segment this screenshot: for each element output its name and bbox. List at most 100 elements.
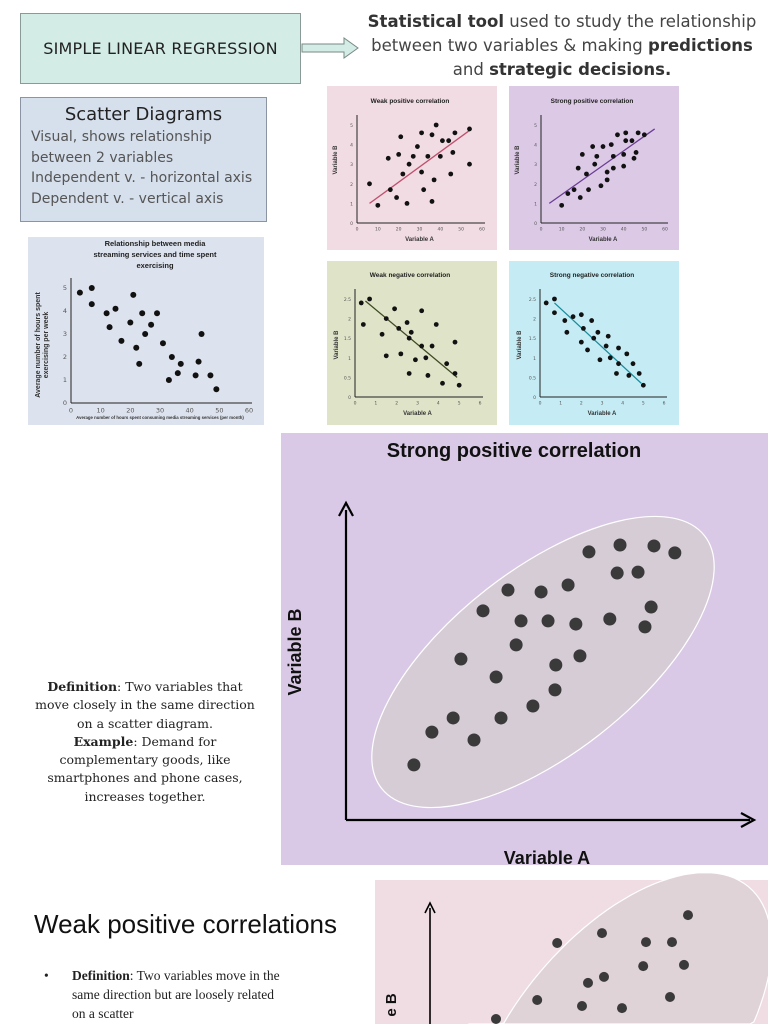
- data-point: [396, 152, 402, 157]
- data-point: [562, 318, 568, 323]
- weak-positive-definition: • Definition: Two variables move in the …: [44, 966, 284, 1023]
- scatter-line: between 2 variables: [31, 149, 174, 166]
- data-point: [532, 995, 543, 1005]
- data-point: [552, 310, 557, 316]
- scatter-line: Independent v. - horizontal axis: [31, 170, 253, 186]
- data-point: [440, 138, 445, 144]
- data-point: [415, 144, 420, 149]
- data-point: [616, 345, 621, 351]
- data-point: [543, 300, 549, 306]
- title-box: SIMPLE LINEAR REGRESSION: [20, 13, 301, 84]
- data-point: [668, 546, 682, 560]
- y-tick-label: 4: [534, 143, 537, 149]
- y-axis-label: Variable B: [333, 145, 339, 175]
- data-point: [159, 340, 166, 347]
- y-tick-label: 1.5: [529, 336, 536, 342]
- data-point: [406, 161, 412, 167]
- strong-positive-definition: Definition: Two variables that move clos…: [30, 678, 260, 806]
- definition-text: : Two variables that move closely in the…: [35, 679, 255, 731]
- data-point: [207, 372, 214, 379]
- data-point: [168, 354, 175, 360]
- data-point: [106, 324, 113, 331]
- data-point: [630, 361, 636, 367]
- data-point: [590, 144, 596, 149]
- data-point: [570, 314, 576, 320]
- data-point: [584, 171, 589, 177]
- data-point: [408, 329, 414, 335]
- data-point: [600, 144, 606, 149]
- data-point: [174, 370, 181, 377]
- data-point: [565, 191, 571, 197]
- data-point: [514, 614, 528, 628]
- x-tick-label: 60: [479, 227, 485, 233]
- data-point: [425, 725, 439, 739]
- y-axis-label: Average number of hours spent: [35, 292, 42, 398]
- scatter-diagrams-heading: Scatter Diagrams: [64, 104, 223, 125]
- data-point: [444, 361, 450, 367]
- data-point: [610, 566, 624, 580]
- data-point: [456, 382, 462, 388]
- x-tick-label: 20: [579, 227, 585, 233]
- bullet-icon: •: [44, 968, 49, 983]
- data-point: [407, 758, 421, 772]
- data-point: [88, 285, 95, 291]
- data-point: [392, 306, 397, 312]
- data-point: [467, 161, 472, 167]
- arrow-right-icon: [301, 37, 359, 59]
- data-point: [603, 343, 609, 349]
- example-text: : Demand for complementary goods, like s…: [47, 733, 243, 804]
- x-tick-label: 20: [396, 227, 402, 233]
- data-point: [573, 649, 587, 663]
- data-point: [578, 339, 584, 345]
- data-point: [647, 539, 661, 553]
- data-point: [597, 928, 607, 939]
- data-point: [629, 138, 635, 144]
- y-tick-label: 1: [63, 376, 67, 384]
- y-axis-arrow-icon: [338, 500, 354, 517]
- x-tick-label: 5: [458, 401, 461, 407]
- data-point: [623, 138, 629, 144]
- x-axis-label: Average number of hours spent consuming …: [76, 415, 244, 420]
- data-point: [509, 638, 523, 652]
- data-point: [489, 670, 503, 684]
- data-point: [575, 165, 581, 171]
- data-point: [127, 319, 134, 326]
- y-axis-arrow-icon: [424, 901, 436, 914]
- x-axis-label: Variable A: [504, 848, 590, 868]
- data-point: [491, 1014, 501, 1024]
- x-tick-label: 6: [479, 401, 482, 407]
- data-point: [404, 320, 410, 325]
- y-tick-label: 5: [534, 123, 537, 129]
- data-point: [165, 377, 172, 383]
- data-point: [136, 360, 143, 367]
- data-point: [633, 150, 639, 155]
- x-tick-label: 40: [621, 227, 627, 233]
- data-point: [413, 357, 418, 363]
- data-point: [429, 343, 435, 349]
- data-point: [404, 201, 410, 206]
- data-point: [640, 382, 646, 388]
- y-tick-label: 3: [63, 330, 67, 338]
- x-tick-label: 30: [417, 227, 423, 233]
- data-point: [501, 583, 515, 597]
- data-point: [605, 333, 611, 339]
- y-axis-label: Variable B: [285, 608, 305, 695]
- data-point: [425, 153, 431, 159]
- scatter-diagrams-box: Scatter Diagrams Visual, shows relations…: [20, 97, 267, 222]
- data-point: [610, 165, 616, 171]
- data-point: [591, 335, 597, 341]
- chart-background: [28, 237, 264, 425]
- x-tick-label: 20: [126, 407, 134, 415]
- x-tick-label: 5: [642, 401, 645, 407]
- x-tick-label: 60: [245, 407, 253, 415]
- data-point: [394, 195, 399, 200]
- trend-line: [369, 128, 472, 204]
- chart-title: Relationship between media: [105, 239, 207, 248]
- chart-title: streaming services and time spent: [94, 250, 217, 259]
- y-tick-label: 0: [348, 395, 351, 401]
- data-point: [607, 355, 613, 361]
- y-tick-label: 0: [350, 221, 353, 227]
- data-point: [604, 169, 610, 175]
- data-point: [621, 152, 627, 157]
